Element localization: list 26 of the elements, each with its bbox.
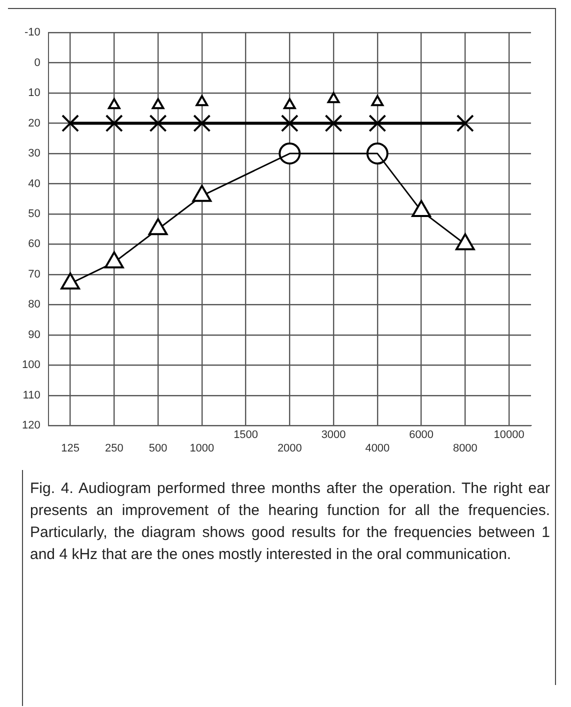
x-tick-label: 8000 [452,442,478,454]
y-tick-label: 90 [28,328,40,341]
x-tick-label: 125 [61,442,80,454]
y-tick-label: 80 [28,298,40,311]
y-tick-label: -10 [24,26,40,39]
y-tick-label: 100 [22,359,40,372]
y-tick-label: 10 [28,87,40,100]
x-tick-label: 1000 [190,442,214,454]
y-tick-label: 0 [34,56,40,69]
y-tick-label: 40 [28,178,40,190]
x-tick-label: 4000 [365,442,390,454]
x-tick-label: 500 [148,442,168,454]
y-tick-label: 110 [22,389,40,402]
y-tick-label: 70 [28,268,40,280]
y-tick-label: 120 [22,420,40,432]
x-tick-label: 3000 [321,429,346,442]
y-tick-label: 30 [28,148,40,160]
x-tick-label: 2000 [277,442,302,454]
x-tick-label: 1500 [234,429,258,442]
y-tick-label: 20 [28,117,40,130]
caption: Fig. 4. Audiogram performed three months after the operation. The right ear presents an improvement of the hearing function for all the frequencies. Particularly, the diagram shows good results for the frequencies between 1 and 4 kHz that are the ones mostly interested in the oral communication. [30,479,550,565]
x-tick-label: 10000 [494,429,524,442]
x-tick-label: 6000 [409,429,434,442]
x-tick-label: 250 [104,442,124,454]
y-tick-label: 60 [28,238,40,250]
y-tick-label: 50 [28,208,40,220]
